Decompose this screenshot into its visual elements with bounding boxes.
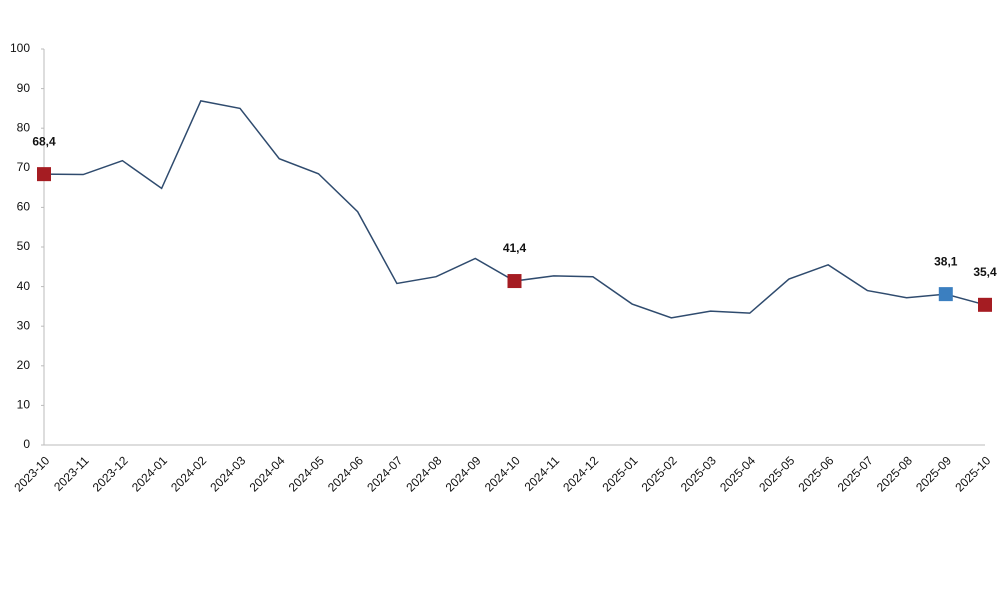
- x-tick-label: 2024-08: [403, 453, 444, 494]
- value-label: 38,1: [934, 254, 958, 268]
- x-tick-label: 2024-11: [522, 453, 563, 494]
- value-label: 41,4: [503, 241, 527, 255]
- x-tick-label: 2024-04: [247, 453, 288, 494]
- y-tick-label: 100: [10, 41, 30, 55]
- value-label: 35,4: [973, 265, 997, 279]
- x-tick-label: 2025-06: [795, 453, 836, 494]
- marker: [507, 274, 522, 289]
- x-tick-label: 2025-09: [913, 453, 954, 494]
- x-tick-label: 2024-02: [168, 453, 209, 494]
- x-tick-label: 2023-10: [11, 453, 52, 494]
- x-tick-label: 2024-12: [560, 453, 601, 494]
- x-tick-label: 2025-07: [835, 453, 876, 494]
- y-tick-label: 50: [17, 239, 31, 253]
- x-tick-label: 2025-05: [756, 453, 797, 494]
- y-tick-label: 60: [17, 200, 31, 214]
- x-tick-label: 2025-10: [952, 453, 993, 494]
- marker: [938, 287, 953, 302]
- x-tick-label: 2024-09: [443, 453, 484, 494]
- value-label: 68,4: [32, 134, 56, 148]
- x-tick-label: 2024-03: [207, 453, 248, 494]
- y-tick-label: 10: [17, 398, 31, 412]
- x-tick-label: 2025-08: [874, 453, 915, 494]
- x-tick-label: 2025-01: [599, 453, 640, 494]
- x-tick-label: 2024-10: [482, 453, 523, 494]
- x-tick-label: 2023-11: [51, 453, 92, 494]
- marker: [978, 297, 992, 312]
- y-tick-label: 20: [17, 358, 31, 372]
- x-tick-label: 2024-06: [325, 453, 366, 494]
- x-tick-label: 2024-05: [286, 453, 327, 494]
- x-tick-label: 2025-04: [717, 453, 758, 494]
- x-tick-label: 2025-02: [639, 453, 680, 494]
- y-tick-label: 80: [17, 120, 31, 134]
- y-tick-label: 30: [17, 318, 31, 332]
- x-tick-label: 2025-03: [678, 453, 719, 494]
- y-tick-label: 0: [23, 437, 30, 451]
- x-tick-label: 2024-01: [129, 453, 170, 494]
- x-tick-label: 2024-07: [364, 453, 405, 494]
- marker: [37, 167, 51, 182]
- y-tick-label: 40: [17, 279, 31, 293]
- y-tick-label: 90: [17, 81, 31, 95]
- x-tick-label: 2023-12: [90, 453, 131, 494]
- y-tick-label: 70: [17, 160, 31, 174]
